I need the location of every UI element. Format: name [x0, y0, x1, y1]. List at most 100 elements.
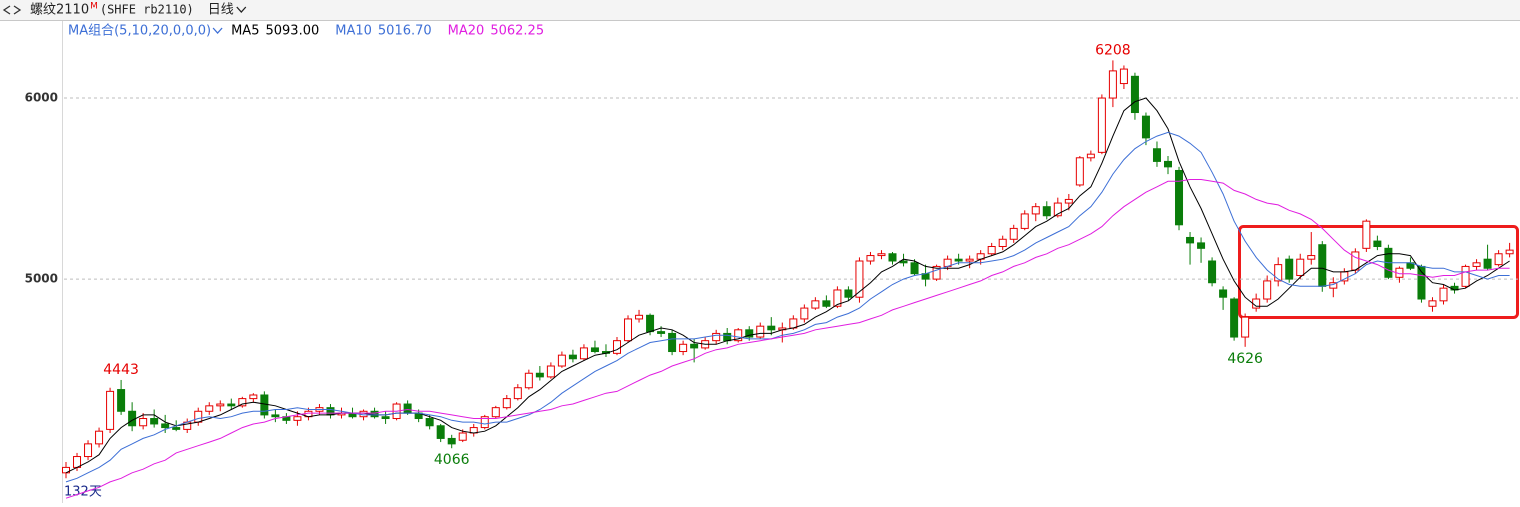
legend-name: MA20 — [448, 24, 485, 39]
candle-body — [216, 403, 225, 407]
candle-body — [381, 416, 390, 420]
candle-body — [106, 390, 115, 430]
candle-body — [1164, 160, 1172, 168]
candle-body — [150, 418, 159, 425]
candle-body — [844, 289, 853, 298]
candle-body — [579, 347, 588, 360]
candle-body — [491, 407, 500, 418]
candle-body — [502, 398, 511, 409]
period-chevron[interactable] — [236, 6, 247, 13]
candle-body — [293, 416, 302, 421]
candle-body — [1186, 236, 1195, 244]
candle-body — [62, 466, 70, 474]
candle-body — [866, 255, 875, 262]
candle-body — [1130, 75, 1139, 114]
extreme-label: 4443 — [103, 362, 139, 378]
candles — [62, 60, 1514, 479]
candle-body — [1119, 68, 1128, 85]
candle-body — [425, 418, 434, 427]
candle-body — [1351, 251, 1360, 271]
ma-line — [65, 97, 1510, 474]
candle-body — [954, 258, 963, 262]
candle-body — [745, 329, 754, 338]
candle-body — [447, 437, 456, 445]
candle-body — [1152, 148, 1161, 162]
candle-body — [1219, 289, 1228, 298]
candle-body — [238, 398, 247, 407]
candle-body — [128, 410, 137, 427]
candle-body — [855, 260, 864, 298]
candle-body — [756, 325, 765, 338]
candle-body — [1230, 298, 1239, 338]
candle-body — [910, 262, 919, 275]
candle-body — [800, 307, 809, 320]
candle-body — [458, 432, 467, 441]
candle-body — [1307, 255, 1316, 260]
indicator-selector[interactable]: MA组合(5,10,20,0,0,0) — [68, 24, 211, 39]
indicator-chevron[interactable] — [212, 27, 223, 34]
candle-body — [194, 410, 203, 423]
symbol-icon — [2, 5, 22, 15]
y-tick-label: 5000 — [25, 272, 58, 286]
candle-body — [1373, 240, 1382, 248]
y-tick-label: 6000 — [25, 91, 58, 105]
candle-body — [888, 253, 897, 262]
title-bar — [0, 0, 1520, 20]
candle-body — [877, 253, 886, 257]
ma-line — [65, 179, 1510, 499]
candle-body — [987, 246, 996, 255]
candle-body — [811, 300, 820, 309]
candle-body — [734, 329, 743, 342]
candle-body — [480, 416, 489, 429]
ma-line — [65, 131, 1510, 483]
candle-body — [613, 340, 621, 354]
candle-body — [1020, 213, 1029, 229]
extreme-label: 4626 — [1227, 351, 1263, 367]
candle-body — [205, 405, 214, 412]
candle-body — [1086, 153, 1095, 159]
legend-value: 5016.70 — [378, 24, 432, 39]
candle-body — [1197, 242, 1206, 249]
candle-body — [326, 407, 335, 416]
candle-body — [1108, 70, 1117, 99]
candle-body — [712, 332, 721, 342]
candle-body — [535, 372, 544, 378]
period-selector[interactable]: 日线 — [208, 3, 234, 18]
candle-body — [690, 343, 699, 349]
legend-value: 5062.25 — [490, 24, 544, 39]
candle-body — [1494, 253, 1503, 266]
candle-body — [403, 403, 412, 414]
extreme-label: 4066 — [434, 452, 470, 468]
candle-body — [1505, 249, 1514, 255]
candle-body — [723, 332, 732, 342]
candle-body — [1064, 198, 1073, 204]
symbol-name: 螺纹2110 — [30, 3, 89, 18]
candle-body — [1428, 300, 1437, 307]
candle-body — [668, 332, 677, 353]
candle-body — [1483, 258, 1492, 269]
candle-body — [1362, 220, 1371, 249]
candle-body — [767, 325, 776, 331]
candle-body — [1472, 262, 1481, 267]
candle-body — [1318, 244, 1327, 287]
candle-body — [998, 238, 1007, 248]
candle-body — [139, 418, 148, 427]
candle-body — [249, 394, 258, 400]
candle-body — [1285, 258, 1294, 280]
candle-body — [679, 343, 688, 353]
candle-body — [227, 403, 236, 407]
candle-body — [1175, 169, 1184, 226]
candle-body — [1296, 258, 1305, 276]
symbol-code: (SHFE rb2110) — [100, 3, 194, 17]
candle-body — [1439, 287, 1448, 302]
symbol-badge: M — [90, 2, 98, 12]
highlight-box — [1238, 225, 1519, 319]
candle-body — [524, 372, 533, 389]
candle-body — [1461, 265, 1470, 287]
candle-body — [789, 318, 798, 329]
candle-body — [1042, 206, 1051, 217]
candle-body — [932, 265, 941, 280]
candle-body — [260, 394, 269, 416]
